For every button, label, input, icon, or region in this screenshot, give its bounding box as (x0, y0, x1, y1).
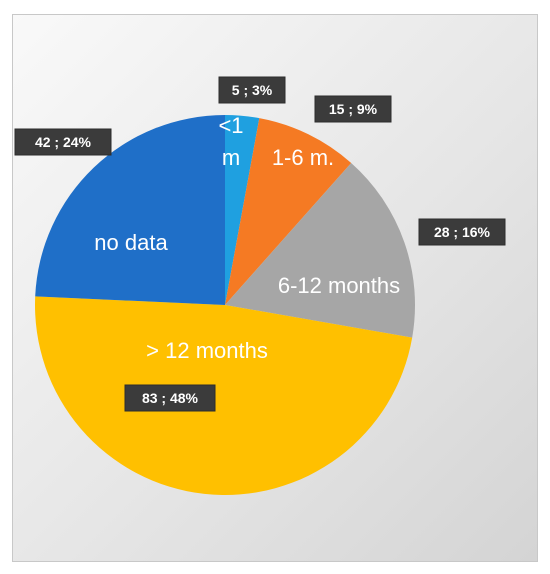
slice-label-0-line-0: <1 (218, 113, 243, 138)
pie-chart: <1 m 1-6 m. 6-12 months > 12 months no data 5… (14, 76, 506, 496)
pie-slice-4 (35, 115, 225, 305)
slice-label-2: 6-12 months (278, 273, 400, 298)
data-label-text-4: 42 ; 24% (35, 134, 92, 150)
chart-frame: <1 m 1-6 m. 6-12 months > 12 months no data 5… (12, 14, 538, 562)
data-label-box-3 (124, 384, 216, 412)
data-label-box-4 (14, 128, 112, 156)
data-label-2: 28 ; 16% (418, 218, 506, 246)
slice-label-4: no data (94, 230, 168, 255)
data-label-box-2 (418, 218, 506, 246)
pie-slice-1 (225, 118, 352, 305)
data-label-box-0 (218, 76, 286, 104)
slice-label-1: 1-6 m. (272, 145, 334, 170)
pie-slice-3 (35, 296, 413, 496)
data-label-0: 5 ; 3% (218, 76, 286, 104)
data-label-text-3: 83 ; 48% (142, 390, 199, 406)
slice-label-3: > 12 months (146, 338, 268, 363)
data-label-text-1: 15 ; 9% (329, 101, 378, 117)
data-label-4: 42 ; 24% (14, 128, 112, 156)
data-label-1: 15 ; 9% (314, 95, 392, 123)
data-label-box-1 (314, 95, 392, 123)
data-label-3: 83 ; 48% (124, 384, 216, 412)
pie-slice-0 (225, 115, 260, 305)
slice-label-0-line-1: m (222, 145, 240, 170)
data-label-text-2: 28 ; 16% (434, 224, 491, 240)
data-label-text-0: 5 ; 3% (232, 82, 273, 98)
pie-slice-2 (225, 162, 416, 338)
